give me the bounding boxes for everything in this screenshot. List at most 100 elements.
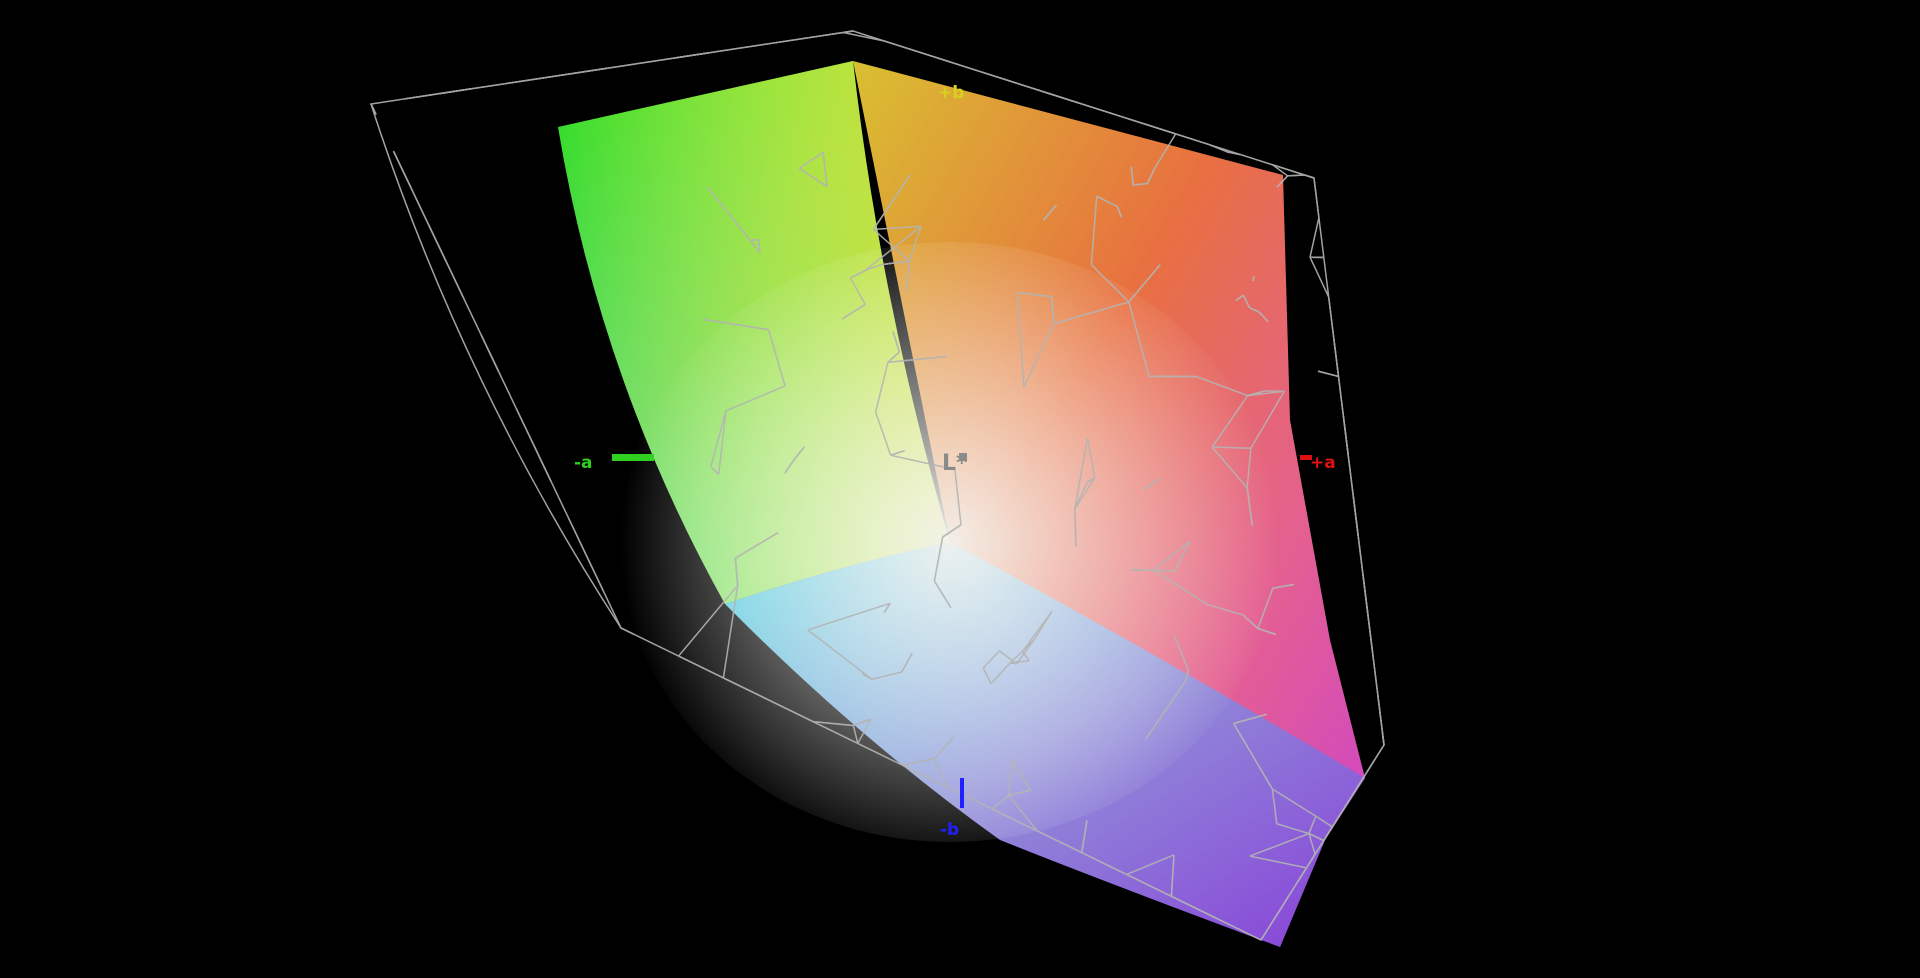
wireframe-edge [1184,670,1190,681]
wireframe-edge [982,667,992,684]
wireframe-edge [1327,296,1335,337]
wireframe-edge [1215,917,1262,941]
wireframe-edge [723,677,769,701]
wireframe-edge [1008,758,1013,796]
wireframe-edge [872,228,910,262]
wireframe-edge [1308,815,1317,834]
wireframe-edge [1249,832,1310,857]
wireframe-edge [1050,296,1055,324]
wireframe-edge [1233,713,1267,725]
wireframe-edge [1250,390,1285,449]
wireframe-edge [607,62,642,69]
white-point-glow [620,242,1280,842]
wireframe-edge [1314,840,1325,855]
wireframe-edge [1143,477,1161,490]
wireframe-edge [410,187,430,225]
wireframe-edge [1008,789,1031,797]
wireframe-edge [1081,851,1127,876]
wireframe-edge [725,385,786,412]
wireframe-edge [991,794,1010,810]
wireframe-edge [861,673,873,680]
wireframe-edge [1153,569,1175,572]
wireframe-edge [1340,799,1351,814]
wireframe-edge [901,652,913,673]
wireframe-edge [767,329,786,387]
wireframe-edge [933,580,952,608]
wireframe-edge [1287,174,1305,177]
wireframe-edge [1309,217,1320,258]
wireframe-edge [1272,583,1295,589]
wireframe-edge [742,41,776,49]
wireframe-edge [1227,151,1241,156]
wireframe-edge [849,277,866,305]
wireframe-edge [1276,175,1289,188]
wireframe-edge [1008,794,1038,832]
wireframe-edge [1022,639,1035,652]
wireframe-edge [1348,785,1359,801]
wireframe-edge [874,411,892,456]
wireframe-edge [1258,311,1269,323]
wireframe-edge [1272,164,1289,177]
wireframe-edge [1280,894,1290,910]
wireframe-edge [717,410,727,475]
wireframe-edge [949,61,983,73]
minus-b-label: -b [940,820,959,840]
wireframe-edge [472,82,507,90]
wireframe-edge [1260,935,1265,941]
wireframe-edge [1171,895,1217,919]
gamut-surface [558,61,1365,947]
wireframe-edge [1130,166,1134,186]
l-star-label: L* [942,451,968,476]
wireframe-edge [1133,182,1148,186]
wireframe-edge [1078,102,1112,115]
wireframe-edge [1081,820,1088,853]
wireframe-edge [1074,477,1096,510]
wireframe-edge [933,758,949,788]
wireframe-edge [1308,833,1316,855]
wireframe-edge [857,718,872,744]
wireframe-edge [1207,603,1244,616]
wireframe-edge [1304,174,1315,179]
wireframe-edge [1017,291,1052,298]
wireframe-edge [871,671,902,681]
wireframe-edge [864,264,882,272]
wireframe-edge [1016,292,1025,388]
wireframe-edge [567,517,587,555]
wireframe-edge [1143,122,1176,135]
wireframe-edge [1074,509,1077,547]
wireframe-edge [1145,680,1187,740]
wireframe-edge [1374,744,1385,760]
wireframe-edge [843,31,886,43]
wireframe-edge [1153,569,1209,606]
wireframe-edge [532,444,552,482]
wireframe-edge [1249,307,1260,313]
wireframe-edge [1362,574,1369,615]
wireframe-edge [872,174,911,230]
wireframe-edge [1271,788,1317,817]
wireframe-edge [1126,854,1175,876]
wireframe-edge [1297,867,1308,882]
wireframe-edge [1337,376,1345,417]
wireframe-edge [807,602,891,631]
wireframe-edge [1309,256,1330,298]
wireframe-edge [678,584,739,657]
wireframe-edge [1170,854,1175,897]
wireframe-edge [1288,881,1299,896]
wireframe-edge [1211,446,1248,489]
wireframe-edge [1246,487,1254,526]
plus-a-label: +a [1310,453,1336,473]
minus-b-axis-marker [960,778,964,808]
wireframe-edge [710,466,720,475]
wireframe-edge [1305,853,1316,869]
wireframe-edge [908,226,922,262]
wireframe-edge [392,150,412,189]
wireframe-edge [792,446,805,462]
wireframe-edge [1347,455,1359,536]
wireframe-edge [1046,92,1080,104]
wireframe-edge [1212,446,1251,450]
wireframe-edge [933,536,944,582]
wireframe-edge [734,558,739,586]
wireframe-edge [1332,336,1340,377]
wireframe-edge [1110,112,1144,125]
